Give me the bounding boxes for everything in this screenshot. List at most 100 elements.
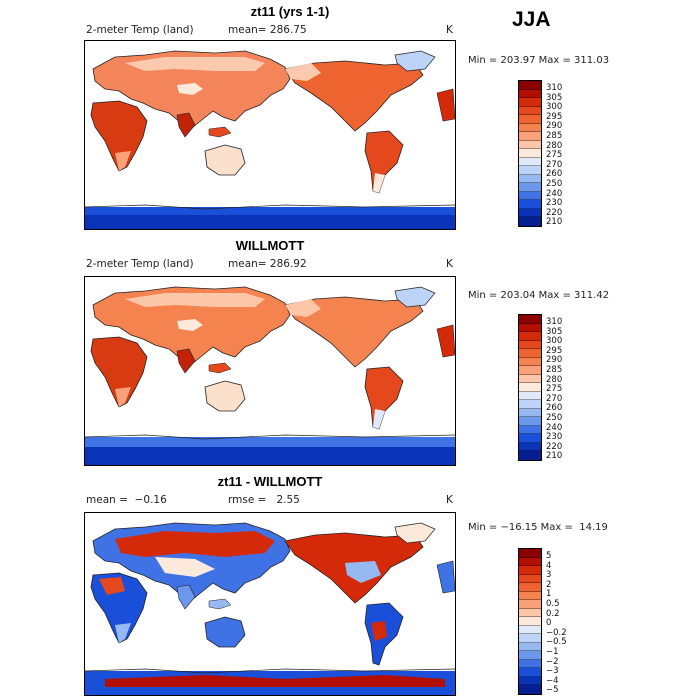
panel-1-colorbar (518, 80, 542, 227)
panel-3-rmse-label: rmse = 2.55 (228, 494, 300, 506)
cbar-2-label: 285 (546, 365, 563, 375)
west-europe-edge (436, 88, 456, 122)
panel-1-title: zt11 (yrs 1-1) (250, 4, 330, 19)
south-america (364, 130, 404, 194)
antarctica-coast (84, 204, 456, 210)
cbar-2-label: 290 (546, 355, 563, 366)
north-america-cool-patch (345, 561, 381, 583)
cbar-1-label: 290 (546, 121, 563, 132)
panel-3-colorbar-labels: 5 4 3 2 1 0.5 0.2 0 −0.2 −0.5 −1 −2 −3 −… (546, 551, 586, 694)
cbar-3-label: −3 (546, 666, 559, 677)
panel-1-colorbar-labels: 310 305 300 295 290 285 280 275 270 260 … (546, 83, 586, 228)
alaska-cool (285, 299, 321, 317)
cbar-3-label: 0.5 (546, 599, 560, 609)
season-label: JJA (512, 8, 551, 31)
panel-2-map (84, 276, 456, 466)
north-america (284, 296, 424, 368)
panel-1-units: K (446, 24, 453, 36)
greenland (394, 50, 436, 72)
south-america-warm-patch (371, 621, 387, 641)
cbar-3-label: −0.5 (546, 637, 567, 648)
cbar-3-label: −4 (546, 675, 559, 686)
cbar-1-label: 300 (546, 102, 563, 113)
cbar-1-label: 210 (546, 217, 563, 228)
cbar-3-label: 0 (546, 618, 552, 629)
patagonia (373, 173, 385, 193)
cbar-3-label: −0.2 (546, 627, 567, 638)
cbar-3-label: −2 (546, 656, 559, 667)
australia (204, 380, 246, 412)
cbar-1-label: 270 (546, 159, 563, 170)
panel-3-units: K (446, 494, 453, 506)
west-europe-edge (436, 560, 456, 594)
cbar-2-label: 230 (546, 432, 563, 443)
panel-1-map-svg (84, 50, 456, 229)
cbar-2-label: 250 (546, 413, 563, 423)
se-asia-islands (208, 598, 232, 610)
west-europe-edge (436, 324, 456, 358)
cbar-2-label: 280 (546, 374, 563, 385)
africa-warm-patch (99, 577, 125, 595)
panel-2-minmax: Min = 203.04 Max = 311.42 (468, 290, 610, 301)
eurasia-cool-north (125, 57, 265, 71)
cbar-2-label: 295 (546, 345, 563, 356)
cbar-2-label: 310 (546, 317, 563, 327)
antarctica-coast (84, 434, 456, 440)
panel-3-colorbar (518, 548, 542, 695)
cbar-3-label: 1 (546, 589, 552, 600)
cbar-3-label: 0.2 (546, 608, 560, 619)
panel-2-title: WILLMOTT (235, 238, 305, 253)
panel-2-colorbar (518, 314, 542, 461)
panel-3-title: zt11 - WILLMOTT (217, 474, 323, 489)
south-america (364, 366, 404, 430)
cbar-1-label: 230 (546, 198, 563, 209)
cbar-2-label: 220 (546, 441, 563, 452)
alaska-cool (285, 63, 321, 81)
africa-south (115, 387, 131, 407)
cbar-1-label: 220 (546, 207, 563, 218)
australia (204, 616, 246, 648)
cbar-1-label: 305 (546, 92, 563, 103)
greenland (394, 286, 436, 308)
cbar-2-label: 270 (546, 393, 563, 404)
greenland (394, 522, 436, 544)
panel-2-map-svg (84, 286, 456, 465)
cbar-1-label: 250 (546, 179, 563, 189)
cbar-3-label: −1 (546, 647, 559, 657)
antarctica-warm-band (105, 675, 445, 687)
india (176, 348, 196, 374)
north-america (284, 60, 424, 132)
cbar-1-label: 280 (546, 140, 563, 151)
panel-3-map (84, 512, 456, 696)
cbar-2-label: 260 (546, 403, 563, 414)
eurasia-cool-north (125, 293, 265, 307)
panel-3-mean-label: mean = −0.16 (86, 494, 167, 506)
cbar-1-label: 275 (546, 150, 563, 161)
panel-1-map (84, 40, 456, 230)
panel-2-variable-label: 2-meter Temp (land) (86, 258, 194, 270)
cbar-3-label: 5 (546, 551, 552, 561)
cbar-2-label: 300 (546, 336, 563, 347)
cbar-3-label: 4 (546, 560, 552, 571)
africa-south (115, 623, 131, 643)
cbar-3-label: 3 (546, 570, 552, 581)
cbar-2-label: 240 (546, 422, 563, 433)
panel-1-minmax: Min = 203.97 Max = 311.03 (468, 55, 610, 66)
antarctica-interior (85, 447, 455, 465)
cbar-1-label: 285 (546, 131, 563, 141)
panel-2-mean-label: mean= 286.92 (228, 258, 307, 270)
eurasia-warm-band (115, 531, 275, 557)
panel-2-units: K (446, 258, 453, 270)
india (176, 584, 196, 610)
africa-south (115, 151, 131, 171)
panel-3-minmax: Min = −16.15 Max = 14.19 (468, 522, 608, 533)
panel-1-mean-label: mean= 286.75 (228, 24, 307, 36)
se-asia-islands (208, 362, 232, 374)
africa-landmass (90, 336, 148, 408)
cbar-2-label: 210 (546, 451, 563, 462)
cbar-2-label: 275 (546, 384, 563, 395)
cbar-1-label: 240 (546, 188, 563, 199)
tibet-cold (177, 319, 203, 331)
tibet-cold (177, 83, 203, 95)
cbar-1-label: 310 (546, 83, 563, 93)
